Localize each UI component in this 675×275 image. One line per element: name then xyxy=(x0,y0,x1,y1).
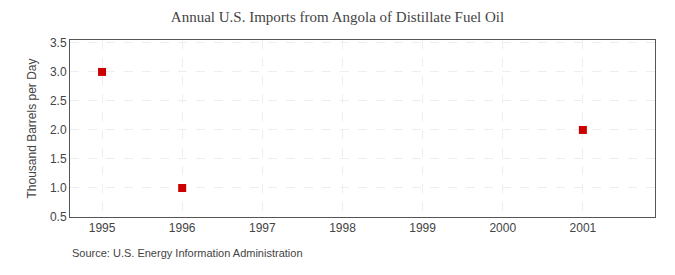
svg-text:1999: 1999 xyxy=(409,221,436,235)
svg-text:Annual U.S. Imports from Angol: Annual U.S. Imports from Angola of Disti… xyxy=(171,9,504,25)
svg-text:Thousand Barrels per Day: Thousand Barrels per Day xyxy=(25,58,39,198)
svg-text:2.5: 2.5 xyxy=(50,94,67,108)
svg-text:1998: 1998 xyxy=(329,221,356,235)
svg-text:3.5: 3.5 xyxy=(50,36,67,50)
svg-text:2001: 2001 xyxy=(570,221,597,235)
svg-text:Source: U.S. Energy Informatio: Source: U.S. Energy Information Administ… xyxy=(72,247,303,259)
svg-text:1997: 1997 xyxy=(249,221,276,235)
svg-text:1995: 1995 xyxy=(89,221,116,235)
svg-text:2.0: 2.0 xyxy=(50,123,67,137)
svg-text:1996: 1996 xyxy=(169,221,196,235)
svg-text:2000: 2000 xyxy=(489,221,516,235)
svg-text:3.0: 3.0 xyxy=(50,65,67,79)
svg-text:1.0: 1.0 xyxy=(50,181,67,195)
svg-text:0.5: 0.5 xyxy=(50,210,67,224)
svg-text:1.5: 1.5 xyxy=(50,152,67,166)
